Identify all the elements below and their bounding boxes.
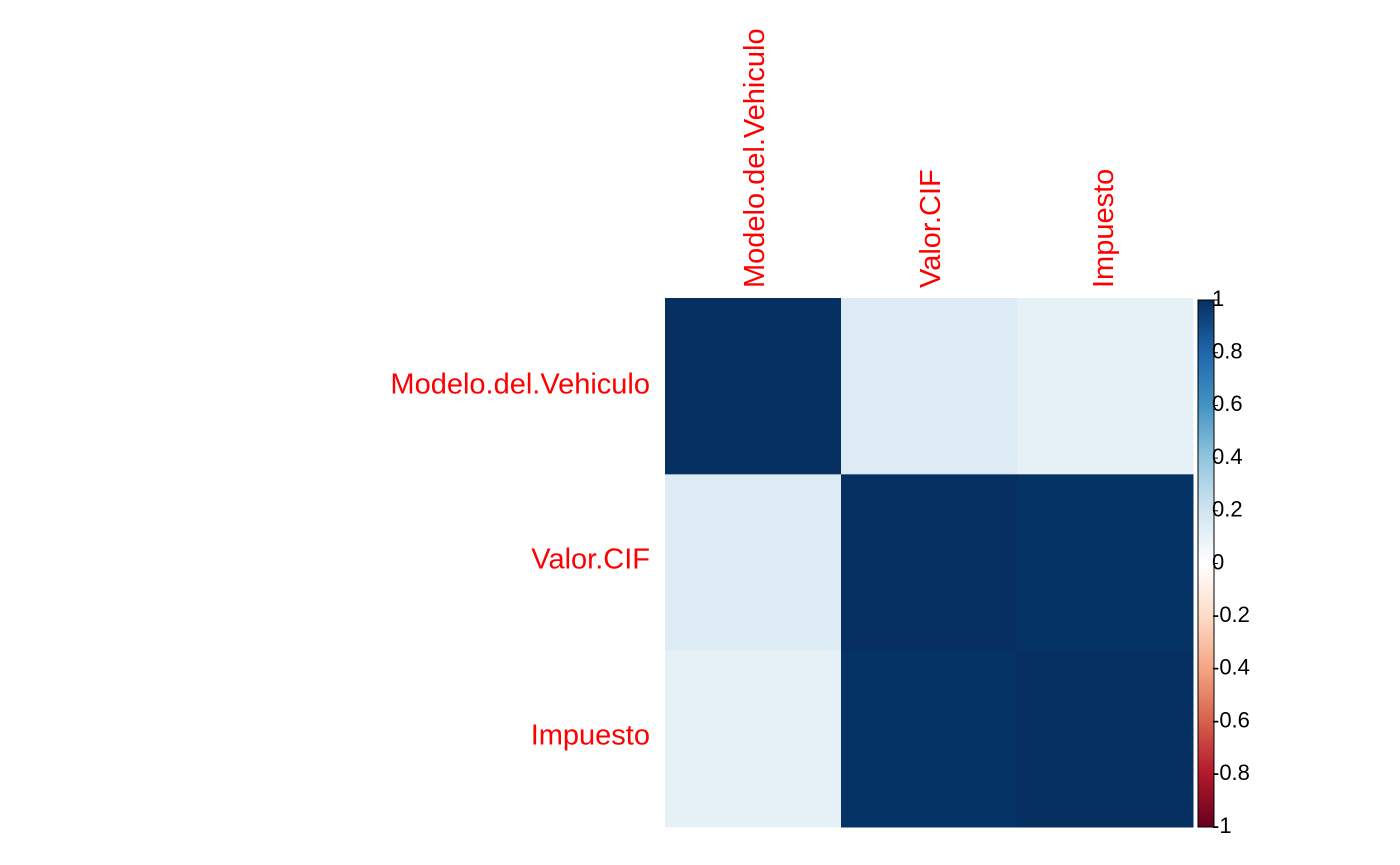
cell-impuesto-valor-cif <box>841 650 1018 828</box>
column-label-valor-cif: Valor.CIF <box>915 169 947 288</box>
color-legend: -1 -0.8 -0.6 -0.4 -0.2 0 0.2 0.4 0.6 0.8 1 <box>1197 286 1250 838</box>
cell-valor-cif-valor-cif <box>841 474 1018 652</box>
row-labels: Modelo.del.Vehiculo Valor.CIF Impuesto <box>390 369 650 752</box>
color-legend-tick-label: 0.6 <box>1212 391 1243 416</box>
cell-valor-cif-modelo-del-vehiculo <box>665 474 842 652</box>
cell-modelo-del-vehiculo-impuesto <box>1017 298 1194 475</box>
row-label-modelo-del-vehiculo: Modelo.del.Vehiculo <box>390 369 650 401</box>
color-legend-tick-label: 0 <box>1212 549 1224 574</box>
row-label-valor-cif: Valor.CIF <box>531 544 650 576</box>
row-label-impuesto: Impuesto <box>531 720 650 752</box>
cell-impuesto-impuesto <box>1017 650 1194 828</box>
cell-valor-cif-impuesto <box>1017 474 1194 652</box>
cell-impuesto-modelo-del-vehiculo <box>665 650 842 828</box>
heatmap-cells <box>665 298 1194 828</box>
cell-modelo-del-vehiculo-modelo-del-vehiculo <box>665 298 842 475</box>
color-legend-tick-label: 1 <box>1212 286 1224 311</box>
column-label-modelo-del-vehiculo: Modelo.del.Vehiculo <box>739 28 771 288</box>
color-legend-tick-label: -0.6 <box>1212 707 1250 732</box>
color-legend-tick-label: 0.2 <box>1212 497 1243 522</box>
color-legend-tick-label: 0.8 <box>1212 339 1243 364</box>
cell-modelo-del-vehiculo-valor-cif <box>841 298 1018 475</box>
color-legend-tick-label: -0.8 <box>1212 760 1250 785</box>
color-legend-tick-label: -1 <box>1212 813 1232 838</box>
color-legend-tick-label: 0.4 <box>1212 444 1243 469</box>
color-legend-tick-label: -0.4 <box>1212 655 1250 680</box>
color-legend-tick-label: -0.2 <box>1212 602 1250 627</box>
column-labels: Modelo.del.Vehiculo Valor.CIF Impuesto <box>739 28 1120 288</box>
column-label-impuesto: Impuesto <box>1088 169 1120 288</box>
color-legend-ticks: -1 -0.8 -0.6 -0.4 -0.2 0 0.2 0.4 0.6 0.8 1 <box>1212 286 1250 838</box>
